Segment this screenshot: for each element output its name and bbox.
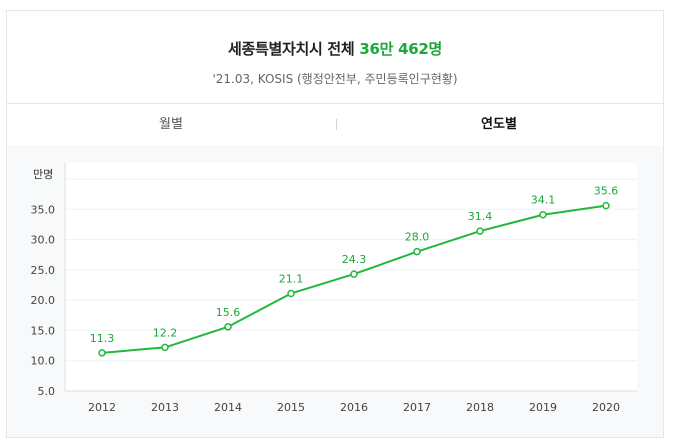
data-label: 21.1 [279, 272, 304, 285]
data-point [98, 349, 106, 357]
data-label: 31.4 [468, 210, 493, 223]
y-tick-label: 5.0 [38, 385, 56, 398]
data-label: 24.3 [342, 253, 367, 266]
chart-area: 만명 5.0 10.0 15.0 20.0 25.0 30.0 35.0 2012 2013 20… [7, 145, 663, 437]
y-tick-label: 10.0 [31, 355, 56, 368]
data-point [413, 247, 421, 256]
page-title: 세종특별자치시 전체 36만 462명 [7, 11, 663, 59]
data-label: 35.6 [594, 185, 619, 198]
title-prefix: 세종특별자치시 전체 [228, 40, 355, 58]
y-tick-label: 15.0 [31, 324, 56, 337]
tab-divider [336, 119, 337, 130]
x-tick-label: 2015 [277, 401, 305, 414]
tab-bar: 월별 연도별 [7, 104, 663, 146]
tab-yearly[interactable]: 연도별 [481, 117, 517, 132]
x-tick-label: 2014 [214, 401, 242, 414]
source-text: '21.03, KOSIS (행정안전부, 주민등록인구현황) [212, 72, 458, 86]
data-point [476, 227, 484, 235]
line-chart: 5.0 10.0 15.0 20.0 25.0 30.0 35.0 2012 2013 2014 2… [31, 163, 637, 414]
data-point [287, 289, 295, 298]
data-point [602, 201, 610, 210]
x-tick-label: 2018 [466, 401, 494, 414]
data-label: 11.3 [90, 332, 115, 345]
x-tick-label: 2019 [529, 401, 557, 414]
data-point [161, 343, 169, 352]
card-header: 세종특별자치시 전체 36만 462명 '21.03, KOSIS (행정안전부… [7, 11, 663, 104]
tab-monthly[interactable]: 월별 [159, 117, 183, 132]
x-tick-label: 2012 [88, 401, 116, 414]
y-tick-label: 25.0 [31, 264, 56, 277]
data-label: 15.6 [216, 306, 241, 319]
x-tick-label: 2017 [403, 401, 431, 414]
y-tick-label: 30.0 [31, 234, 56, 247]
plot-background [65, 163, 637, 391]
population-card: 세종특별자치시 전체 36만 462명 '21.03, KOSIS (행정안전부… [6, 10, 664, 438]
x-tick-label: 2013 [151, 401, 179, 414]
data-point [224, 323, 232, 331]
data-label: 28.0 [405, 231, 430, 244]
data-point [350, 270, 358, 278]
data-label: 12.2 [153, 326, 178, 339]
x-tick-label: 2020 [592, 401, 620, 414]
y-tick-label: 35.0 [31, 203, 56, 216]
y-tick-label: 20.0 [31, 294, 56, 307]
x-tick-label: 2016 [340, 401, 368, 414]
y-axis-unit: 만명 [33, 168, 54, 181]
data-point [539, 210, 547, 219]
title-highlight: 36만 462명 [359, 40, 442, 58]
data-label: 34.1 [531, 194, 556, 207]
